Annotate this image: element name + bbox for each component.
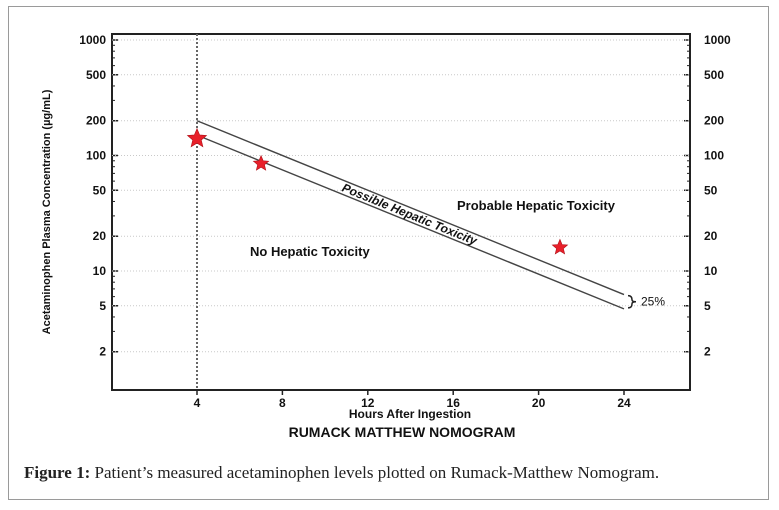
band-brace — [627, 294, 637, 309]
patient-point — [186, 127, 208, 148]
x-tick-label: 12 — [361, 396, 375, 410]
x-tick-label: 4 — [194, 396, 201, 410]
caption-text: Patient’s measured acetaminophen levels … — [94, 463, 660, 482]
y-tick-label: 500 — [86, 68, 106, 82]
x-tick-label: 16 — [447, 396, 461, 410]
upper-nomogram-line — [196, 120, 625, 296]
probable-toxicity-label: Probable Hepatic Toxicity — [457, 198, 616, 213]
patient-point — [252, 154, 270, 171]
y-tick-label: 500 — [704, 68, 724, 82]
treatment-nomogram-line — [196, 134, 625, 310]
y-tick-label: 20 — [704, 229, 718, 243]
plot-area — [111, 33, 691, 391]
y-tick-label: 50 — [704, 183, 718, 197]
y-tick-label: 200 — [86, 114, 106, 128]
x-axis: 4 8 12 16 20 24 — [194, 390, 631, 410]
band-percent-label: 25% — [641, 295, 665, 309]
x-tick-label: 20 — [532, 396, 546, 410]
y-tick-label: 100 — [86, 149, 106, 163]
y-tick-label: 2 — [99, 345, 106, 359]
y-tick-label: 200 — [704, 114, 724, 128]
possible-toxicity-label: Possible Hepatic Toxicity — [340, 181, 480, 249]
x-axis-label: Hours After Ingestion — [349, 407, 471, 421]
y-tick-label: 100 — [704, 149, 724, 163]
y-tick-label: 1000 — [704, 33, 731, 47]
y-tick-label: 5 — [99, 299, 106, 313]
x-tick-label: 24 — [617, 396, 631, 410]
gridlines — [112, 39, 690, 353]
y-tick-label: 2 — [704, 345, 711, 359]
y-axis-label: Acetaminophen Plasma Concentration (µg/m… — [41, 89, 53, 334]
chart-title: RUMACK MATTHEW NOMOGRAM — [289, 424, 516, 440]
y-tick-label: 5 — [704, 299, 711, 313]
figure-caption: Figure 1: Patient’s measured acetaminoph… — [24, 463, 764, 483]
figure-frame — [8, 6, 769, 500]
y-tick-label: 20 — [93, 229, 107, 243]
patient-points — [186, 127, 569, 255]
y-tick-label: 10 — [704, 264, 718, 278]
patient-point — [551, 238, 569, 255]
x-tick-label: 8 — [279, 396, 286, 410]
y-tick-label: 10 — [93, 264, 107, 278]
y-tick-label: 1000 — [79, 33, 106, 47]
no-toxicity-label: No Hepatic Toxicity — [250, 244, 370, 259]
y-tick-label: 50 — [93, 183, 107, 197]
caption-label: Figure 1: — [24, 463, 91, 482]
y-axis-right: 1000 500 200 100 50 20 10 5 2 — [684, 33, 731, 359]
